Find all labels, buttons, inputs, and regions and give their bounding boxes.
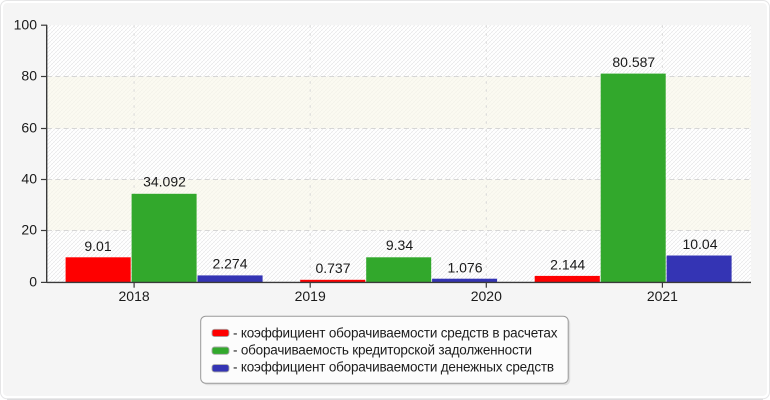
svg-text:40: 40 bbox=[21, 171, 37, 187]
svg-text:2.144: 2.144 bbox=[550, 257, 585, 273]
svg-text:0: 0 bbox=[29, 273, 37, 289]
svg-text:2018: 2018 bbox=[119, 288, 150, 304]
svg-text:1.076: 1.076 bbox=[447, 259, 482, 275]
svg-text:2019: 2019 bbox=[295, 288, 326, 304]
svg-text:9.34: 9.34 bbox=[386, 237, 413, 253]
svg-text:- оборачиваемость кредиторской: - оборачиваемость кредиторской задолженн… bbox=[233, 342, 532, 357]
svg-text:80.587: 80.587 bbox=[612, 54, 655, 70]
svg-text:2021: 2021 bbox=[647, 288, 678, 304]
svg-text:34.092: 34.092 bbox=[143, 174, 186, 190]
svg-text:10.04: 10.04 bbox=[682, 236, 717, 252]
svg-text:0.737: 0.737 bbox=[315, 260, 350, 276]
svg-text:2020: 2020 bbox=[471, 288, 502, 304]
svg-text:- коэффициент оборачиваемости: - коэффициент оборачиваемости денежных с… bbox=[233, 359, 554, 374]
svg-text:60: 60 bbox=[21, 119, 37, 135]
svg-text:9.01: 9.01 bbox=[84, 238, 111, 254]
svg-text:20: 20 bbox=[21, 222, 37, 238]
svg-text:80: 80 bbox=[21, 68, 37, 84]
svg-text:100: 100 bbox=[14, 16, 38, 32]
svg-text:- коэффициент оборачиваемости: - коэффициент оборачиваемости средств в … bbox=[233, 326, 558, 341]
svg-text:2.274: 2.274 bbox=[212, 256, 247, 272]
